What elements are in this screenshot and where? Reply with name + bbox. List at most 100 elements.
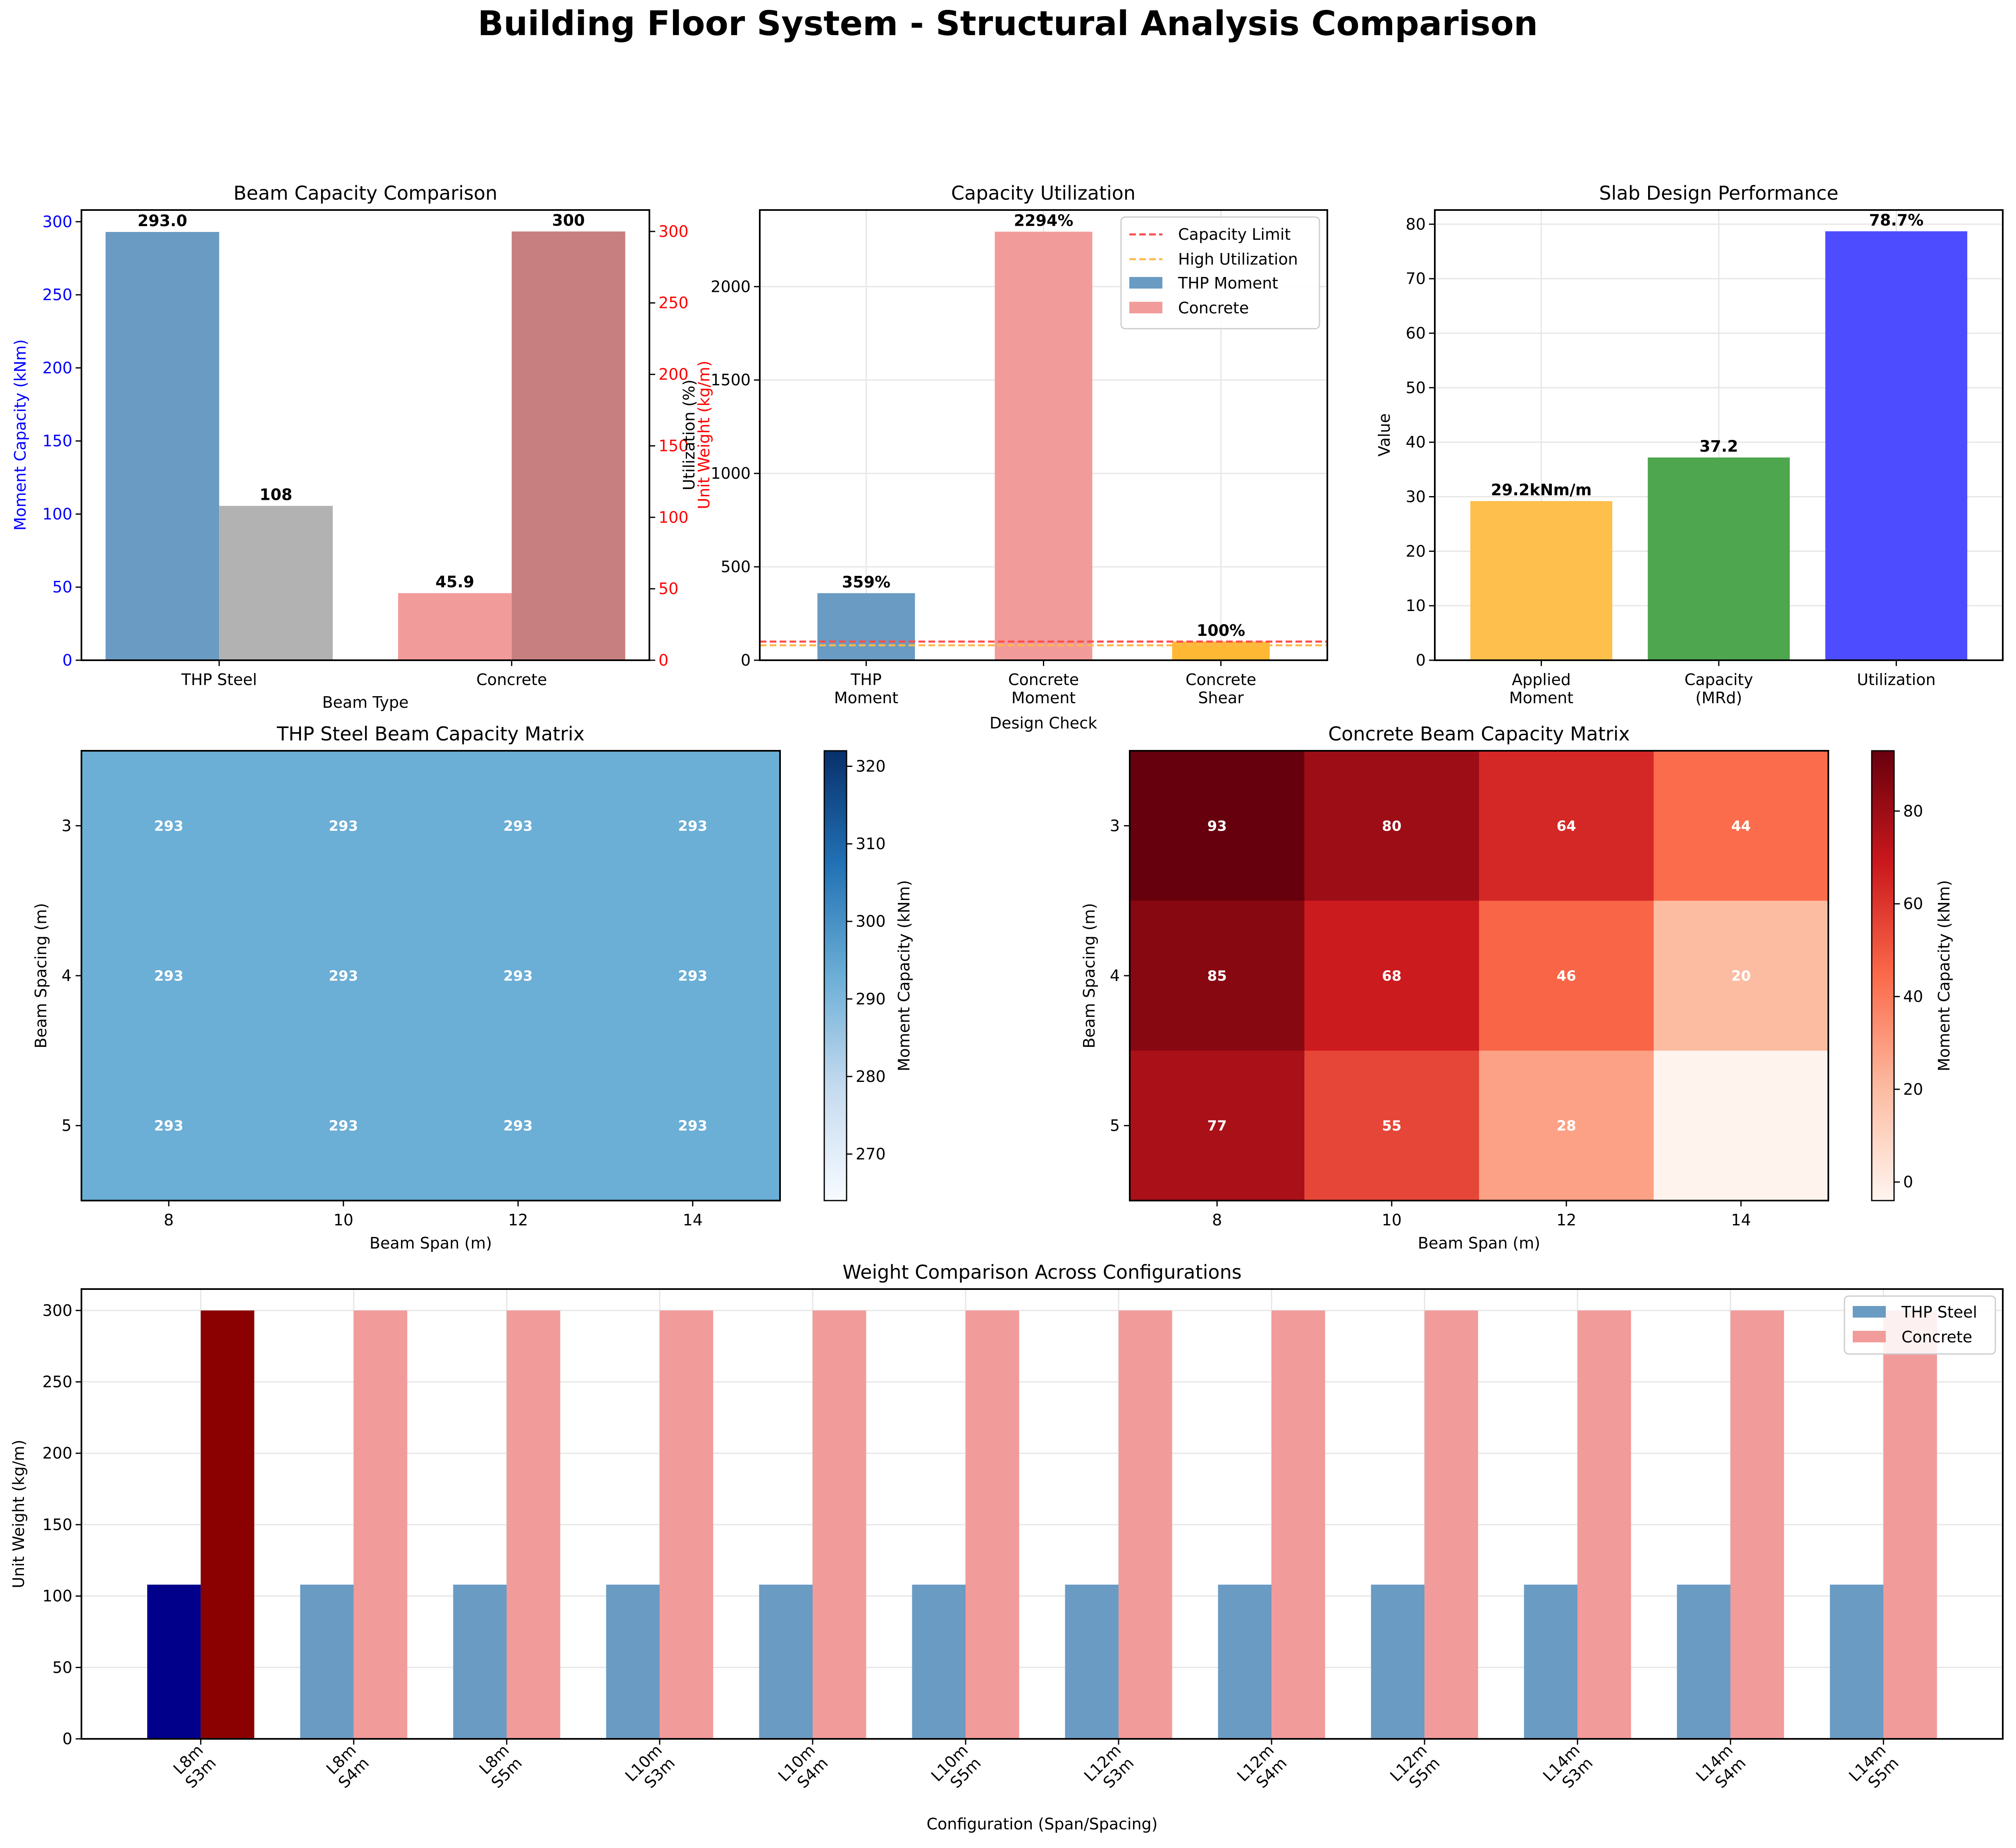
bar-concrete	[353, 1310, 408, 1739]
x-tick-label: Concrete Moment	[1008, 671, 1079, 707]
heatmap-cell	[1130, 900, 1305, 1051]
y-tick-label: 5	[1110, 1117, 1120, 1135]
cell-value-label: 293	[678, 818, 707, 834]
bar-thp-steel	[1371, 1584, 1425, 1739]
x-axis-label: Configuration (Span/Spacing)	[926, 1815, 1157, 1833]
legend-label-high-utilization: High Utilization	[1178, 250, 1298, 268]
heatmap-cell	[1304, 900, 1479, 1051]
y-tick-label: 100	[42, 1587, 72, 1605]
y-tick-label: 200	[42, 359, 72, 377]
cell-value-label: 293	[503, 968, 533, 984]
heatmap-cell	[81, 751, 257, 901]
panel-beam-capacity: 293.0 108 45.9 300 THP Steel Concrete 0 50 100 1…	[11, 182, 713, 712]
colorbar-tick-label: 0	[1903, 1173, 1913, 1191]
y-tick-label: 3	[62, 817, 72, 835]
bar-concrete	[812, 1310, 866, 1739]
y-tick-label: 4	[1110, 967, 1120, 985]
x-tick-label: L10mS3m	[622, 1741, 679, 1798]
bar-concrete	[200, 1310, 255, 1739]
heatmap-cell	[605, 900, 780, 1051]
cell-value-label: 55	[1382, 1118, 1401, 1134]
bar-value-label: 108	[260, 486, 292, 504]
x-tick-label: L10mS4m	[775, 1741, 832, 1798]
chart-title: Slab Design Performance	[1599, 182, 1839, 204]
panel-utilization: 359% 2294% 100% THP Moment Concrete Moment Con…	[680, 182, 1328, 732]
bar-slab-value	[1648, 457, 1790, 660]
y-tick-label: 150	[42, 1516, 72, 1534]
heatmap-cell	[1304, 751, 1479, 901]
bar-thp-steel	[1065, 1584, 1119, 1739]
chart-title: Weight Comparison Across Configurations	[842, 1261, 1241, 1283]
bar-thp-steel	[1524, 1584, 1578, 1739]
colorbar-tick-label: 280	[856, 1067, 886, 1086]
y-tick-label: 250	[42, 1373, 72, 1391]
bar-value-label: 359%	[842, 573, 890, 591]
y-tick-label: 300	[658, 222, 689, 241]
chart-title: Concrete Beam Capacity Matrix	[1328, 723, 1630, 745]
y-tick-label: 2000	[711, 277, 751, 296]
panel-thp-matrix: 293 293 293 293 293 293 293 293 293 293 293 293 8 10…	[32, 723, 913, 1252]
plot-frame	[1129, 750, 1829, 1201]
x-tick-label: L12mS3m	[1081, 1741, 1138, 1798]
cell-value-label: 85	[1207, 968, 1227, 984]
x-tick-label: L12mS4m	[1233, 1741, 1291, 1798]
cell-value-label: 293	[329, 968, 358, 984]
chart-title: Beam Capacity Comparison	[234, 182, 498, 204]
legend-frame	[1120, 216, 1320, 329]
bar-thp-steel	[912, 1584, 966, 1739]
heatmap-cell	[431, 751, 606, 901]
bar-moment-capacity	[398, 593, 512, 660]
heatmap-cell	[431, 1051, 606, 1201]
bar-slab-value	[1470, 501, 1613, 660]
bar-moment-capacity	[105, 232, 219, 661]
y-axis-label: Unit Weight (kg/m)	[10, 1440, 28, 1588]
y-tick-label: 100	[42, 505, 72, 523]
x-tick-label: L14mS3m	[1539, 1741, 1596, 1798]
y-tick-label: 30	[1406, 487, 1426, 506]
y-tick-label: 0	[62, 1730, 72, 1748]
y-tick-label: 150	[42, 432, 72, 450]
x-tick-label: L12mS5m	[1386, 1741, 1443, 1798]
plot-frame	[81, 209, 650, 661]
y-axis-right-label: Unit Weight (kg/m)	[695, 361, 713, 509]
y-tick-label: 250	[658, 294, 689, 312]
y-tick-label: 1500	[711, 371, 751, 389]
bar-concrete	[1577, 1310, 1631, 1739]
bar-value-label: 100%	[1197, 621, 1245, 640]
x-tick-label: 10	[334, 1211, 353, 1229]
cell-value-label: 20	[1731, 968, 1751, 984]
panel-slab: 29.2kNm/m 37.2 78.7% Applied Moment Capacity…	[1375, 182, 2004, 707]
cell-value-label: 77	[1207, 1118, 1227, 1134]
bar-concrete	[965, 1310, 1019, 1739]
y-tick-label: 50	[52, 1658, 72, 1676]
heatmap-cell	[1130, 751, 1305, 901]
heatmap-cell	[256, 751, 431, 901]
colorbar-label: Moment Capacity (kNm)	[895, 880, 913, 1072]
cell-value-label: 68	[1382, 968, 1401, 984]
heatmap-cell	[1653, 1051, 1829, 1201]
x-tick-label: Capacity (MRd)	[1684, 671, 1753, 707]
y-tick-label: 250	[42, 286, 72, 304]
bar-value-label: 37.2	[1699, 437, 1738, 456]
bar-value-label: 45.9	[436, 573, 475, 591]
y-tick-label: 300	[42, 1301, 72, 1320]
x-tick-label: THP Moment	[834, 671, 898, 707]
legend-label-capacity-limit: Capacity Limit	[1178, 225, 1291, 244]
y-tick-label: 60	[1406, 324, 1426, 342]
cell-value-label: 293	[503, 1118, 533, 1134]
y-tick-label: 0	[741, 651, 751, 669]
colorbar-tick-label: 320	[856, 757, 886, 776]
bar-slab-value	[1825, 231, 1968, 660]
x-tick-label: L10mS5m	[928, 1741, 985, 1798]
x-tick-label: 14	[683, 1211, 703, 1229]
colorbar-label: Moment Capacity (kNm)	[1935, 880, 1953, 1072]
y-tick-label: 20	[1406, 542, 1426, 560]
colorbar-tick-label: 80	[1903, 802, 1923, 820]
bar-concrete	[506, 1310, 561, 1739]
y-tick-label: 50	[52, 578, 72, 596]
bar-value-label: 293.0	[138, 212, 187, 230]
bar-value-label: 300	[552, 211, 585, 229]
bar-thp-steel	[147, 1584, 201, 1739]
y-tick-label: 3	[1110, 817, 1120, 835]
chart-title: Capacity Utilization	[951, 182, 1136, 204]
